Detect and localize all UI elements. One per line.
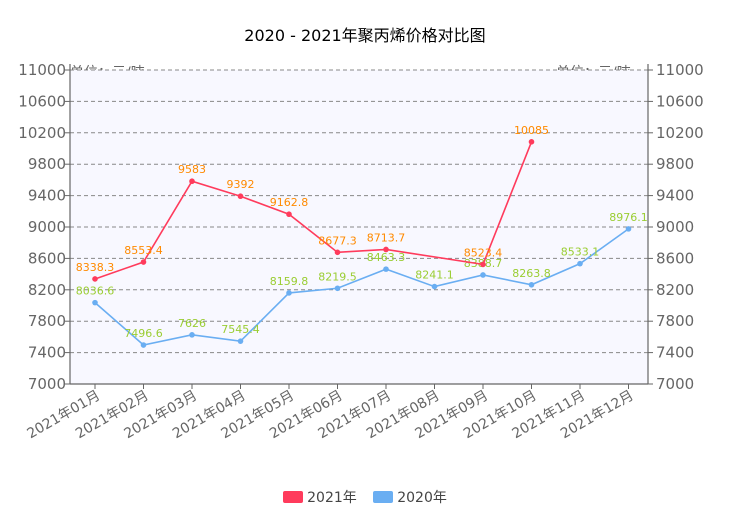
y-tick-label-right: 11000 xyxy=(656,61,704,79)
legend: 2021年 2020年 xyxy=(0,487,730,507)
data-label: 8463.3 xyxy=(367,251,406,264)
data-label: 8533.1 xyxy=(561,246,600,259)
data-label: 9162.8 xyxy=(270,196,309,209)
data-point[interactable] xyxy=(237,338,244,344)
data-point[interactable] xyxy=(431,283,438,290)
data-point[interactable] xyxy=(625,226,632,232)
data-point[interactable] xyxy=(577,260,583,267)
data-point[interactable] xyxy=(140,259,147,265)
data-point[interactable] xyxy=(237,193,244,200)
legend-item-2021[interactable]: 2021年 xyxy=(283,487,357,507)
y-tick-label-right: 10200 xyxy=(656,124,704,142)
data-point[interactable] xyxy=(334,285,341,292)
data-point[interactable] xyxy=(528,281,535,288)
y-tick-label-left: 7800 xyxy=(28,312,66,330)
y-tick-label-left: 9400 xyxy=(28,187,66,205)
data-point[interactable] xyxy=(189,178,195,185)
y-tick-label-left: 10200 xyxy=(18,124,66,142)
data-label: 8677.3 xyxy=(318,234,357,247)
data-point[interactable] xyxy=(383,246,389,253)
data-label: 9583 xyxy=(178,163,206,176)
data-point[interactable] xyxy=(92,276,98,282)
data-label: 8338.3 xyxy=(76,261,115,274)
data-label: 8523.4 xyxy=(464,246,503,259)
data-label: 10085 xyxy=(514,124,549,137)
y-tick-label-left: 7400 xyxy=(28,344,66,362)
y-tick-label-left: 11000 xyxy=(18,61,66,79)
data-point[interactable] xyxy=(189,332,195,338)
y-tick-label-right: 8200 xyxy=(656,281,694,299)
y-tick-label-left: 8600 xyxy=(28,249,66,267)
data-point[interactable] xyxy=(334,249,341,256)
y-tick-label-left: 9000 xyxy=(28,218,66,236)
data-label: 7545.4 xyxy=(221,323,260,336)
data-label: 8219.5 xyxy=(318,270,357,283)
data-label: 8263.8 xyxy=(512,267,551,280)
data-label: 8241.1 xyxy=(415,269,454,282)
y-tick-label-left: 10600 xyxy=(18,92,66,110)
y-tick-label-right: 7000 xyxy=(656,375,694,393)
data-point[interactable] xyxy=(383,266,389,272)
y-tick-label-left: 8200 xyxy=(28,281,66,299)
y-tick-label-right: 10600 xyxy=(656,92,704,110)
legend-label-2020: 2020年 xyxy=(397,490,447,506)
series-line-1 xyxy=(94,228,629,346)
data-point[interactable] xyxy=(480,261,486,268)
y-tick-label-left: 9800 xyxy=(28,155,66,173)
data-label: 7496.6 xyxy=(124,327,163,340)
data-point[interactable] xyxy=(286,211,292,218)
y-tick-label-right: 7400 xyxy=(656,344,694,362)
data-label: 8036.6 xyxy=(76,285,115,298)
data-point[interactable] xyxy=(140,342,147,348)
data-label: 8976.1 xyxy=(609,211,648,224)
y-tick-label-right: 8600 xyxy=(656,249,694,267)
y-tick-label-right: 7800 xyxy=(656,312,694,330)
data-label: 8713.7 xyxy=(367,231,406,244)
y-tick-label-left: 7000 xyxy=(28,375,66,393)
data-point[interactable] xyxy=(286,290,292,296)
legend-item-2020[interactable]: 2020年 xyxy=(373,487,447,507)
data-label: 9392 xyxy=(227,178,255,191)
data-label: 8553.4 xyxy=(124,244,163,257)
legend-swatch-2021 xyxy=(283,491,304,503)
y-tick-label-right: 9000 xyxy=(656,218,694,236)
legend-swatch-2020 xyxy=(373,491,394,503)
data-point[interactable] xyxy=(528,139,535,145)
y-tick-label-right: 9800 xyxy=(656,155,694,173)
y-tick-label-right: 9400 xyxy=(656,187,694,205)
data-point[interactable] xyxy=(92,299,98,306)
chart-title: 2020 - 2021年聚丙烯价格对比图 xyxy=(244,26,486,45)
data-label: 8159.8 xyxy=(270,275,309,288)
data-point[interactable] xyxy=(480,272,486,278)
legend-label-2021: 2021年 xyxy=(307,490,357,506)
data-label: 7626 xyxy=(178,317,206,330)
